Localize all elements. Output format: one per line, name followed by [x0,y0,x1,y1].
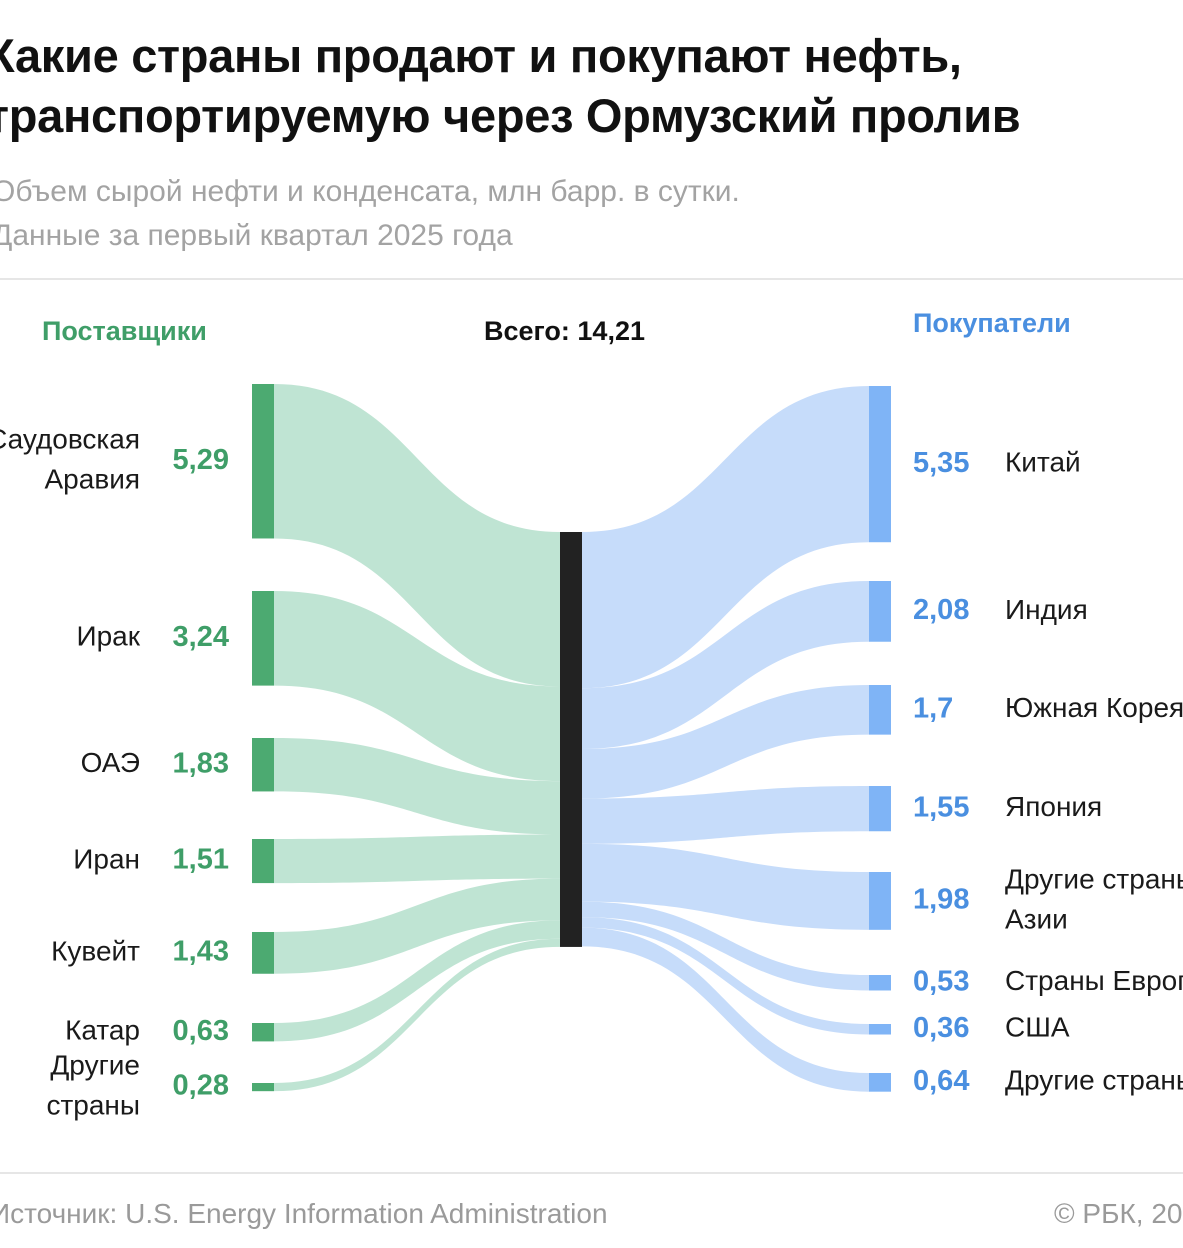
buyer-flow [582,685,869,799]
buyer-node [869,1024,891,1035]
supplier-value-label: 1,51 [173,844,229,876]
buyer-name-label: Азии [1005,903,1068,934]
supplier-node [252,932,274,974]
copyright: © РБК, 2025 [1054,1198,1183,1229]
total-label: Всего: 14,21 [484,316,645,346]
buyer-value-label: 2,08 [913,594,969,626]
top-divider [0,278,1183,280]
supplier-flow [274,384,560,687]
supplier-value-label: 0,28 [173,1070,229,1102]
buyer-flow [582,581,869,749]
buyer-value-label: 0,64 [913,1065,969,1097]
supplier-flow [274,834,560,884]
flows-layer [274,384,869,1092]
buyer-flow [582,917,869,1035]
supplier-node [252,839,274,884]
buyer-flow [582,843,869,930]
supplier-value-label: 0,63 [173,1015,229,1047]
center-node [560,532,582,947]
buyer-name-label: США [1005,1012,1070,1043]
bottom-divider [0,1172,1183,1174]
chart-title: Какие страны продают и покупают нефть, т… [0,29,1021,142]
supplier-node [252,1083,274,1092]
buyer-name-label: Южная Корея [1005,692,1183,723]
buyer-value-label: 0,53 [913,965,969,997]
buyer-flow [582,386,869,689]
buyers-header: Покупатели [913,308,1071,338]
buyer-node [869,975,891,991]
buyer-node [869,685,891,735]
supplier-value-label: 5,29 [173,444,229,476]
suppliers-header: Поставщики [42,316,207,346]
buyer-flow [582,786,869,844]
buyer-name-label: Другие страны [1005,863,1183,894]
supplier-flow [274,878,560,974]
buyer-flow [582,927,869,1092]
buyer-node [869,786,891,832]
supplier-name-label: Кувейт [51,935,140,966]
buyer-node [869,1073,891,1092]
supplier-name-label: Ирак [76,621,140,652]
supplier-name-label: Иран [73,843,140,874]
supplier-value-label: 3,24 [173,621,229,653]
chart-subtitle: Объем сырой нефти и конденсата, млн барр… [0,175,740,252]
supplier-flow [274,591,560,782]
supplier-name-label: страны [46,1089,140,1120]
supplier-name-label: Катар [65,1015,140,1046]
source-note: Источник: U.S. Energy Information Admini… [0,1198,608,1229]
supplier-flow [274,938,560,1092]
supplier-flow [274,920,560,1042]
buyer-value-label: 0,36 [913,1012,969,1044]
supplier-node [252,1023,274,1042]
supplier-name-label: ОАЭ [81,747,140,778]
supplier-node [252,738,274,792]
buyer-node [869,872,891,930]
supplier-flow [274,738,560,835]
buyer-value-label: 1,98 [913,884,969,916]
supplier-node [252,591,274,686]
buyer-name-label: Индия [1005,594,1088,625]
buyer-name-label: Япония [1005,791,1102,822]
supplier-value-label: 1,83 [173,747,229,779]
supplier-name-label: Саудовская [0,424,140,455]
buyer-flow [582,901,869,991]
buyer-name-label: Страны Европы [1005,965,1183,996]
supplier-name-label: Аравия [45,464,141,495]
nodes-layer [252,384,891,1092]
supplier-name-label: Другие [50,1049,140,1080]
buyer-name-label: Китай [1005,447,1081,478]
buyer-node [869,386,891,543]
supplier-node [252,384,274,539]
buyer-value-label: 1,7 [913,692,953,724]
buyer-value-label: 5,35 [913,447,969,479]
buyer-node [869,581,891,642]
labels-layer: 5,29 Саудовская Аравия 3,24 Ирак 1,83 ОАЭ 1,51 И… [0,424,1183,1121]
buyer-name-label: Другие страны [1005,1065,1183,1096]
buyer-value-label: 1,55 [913,791,969,823]
supplier-value-label: 1,43 [173,936,229,968]
